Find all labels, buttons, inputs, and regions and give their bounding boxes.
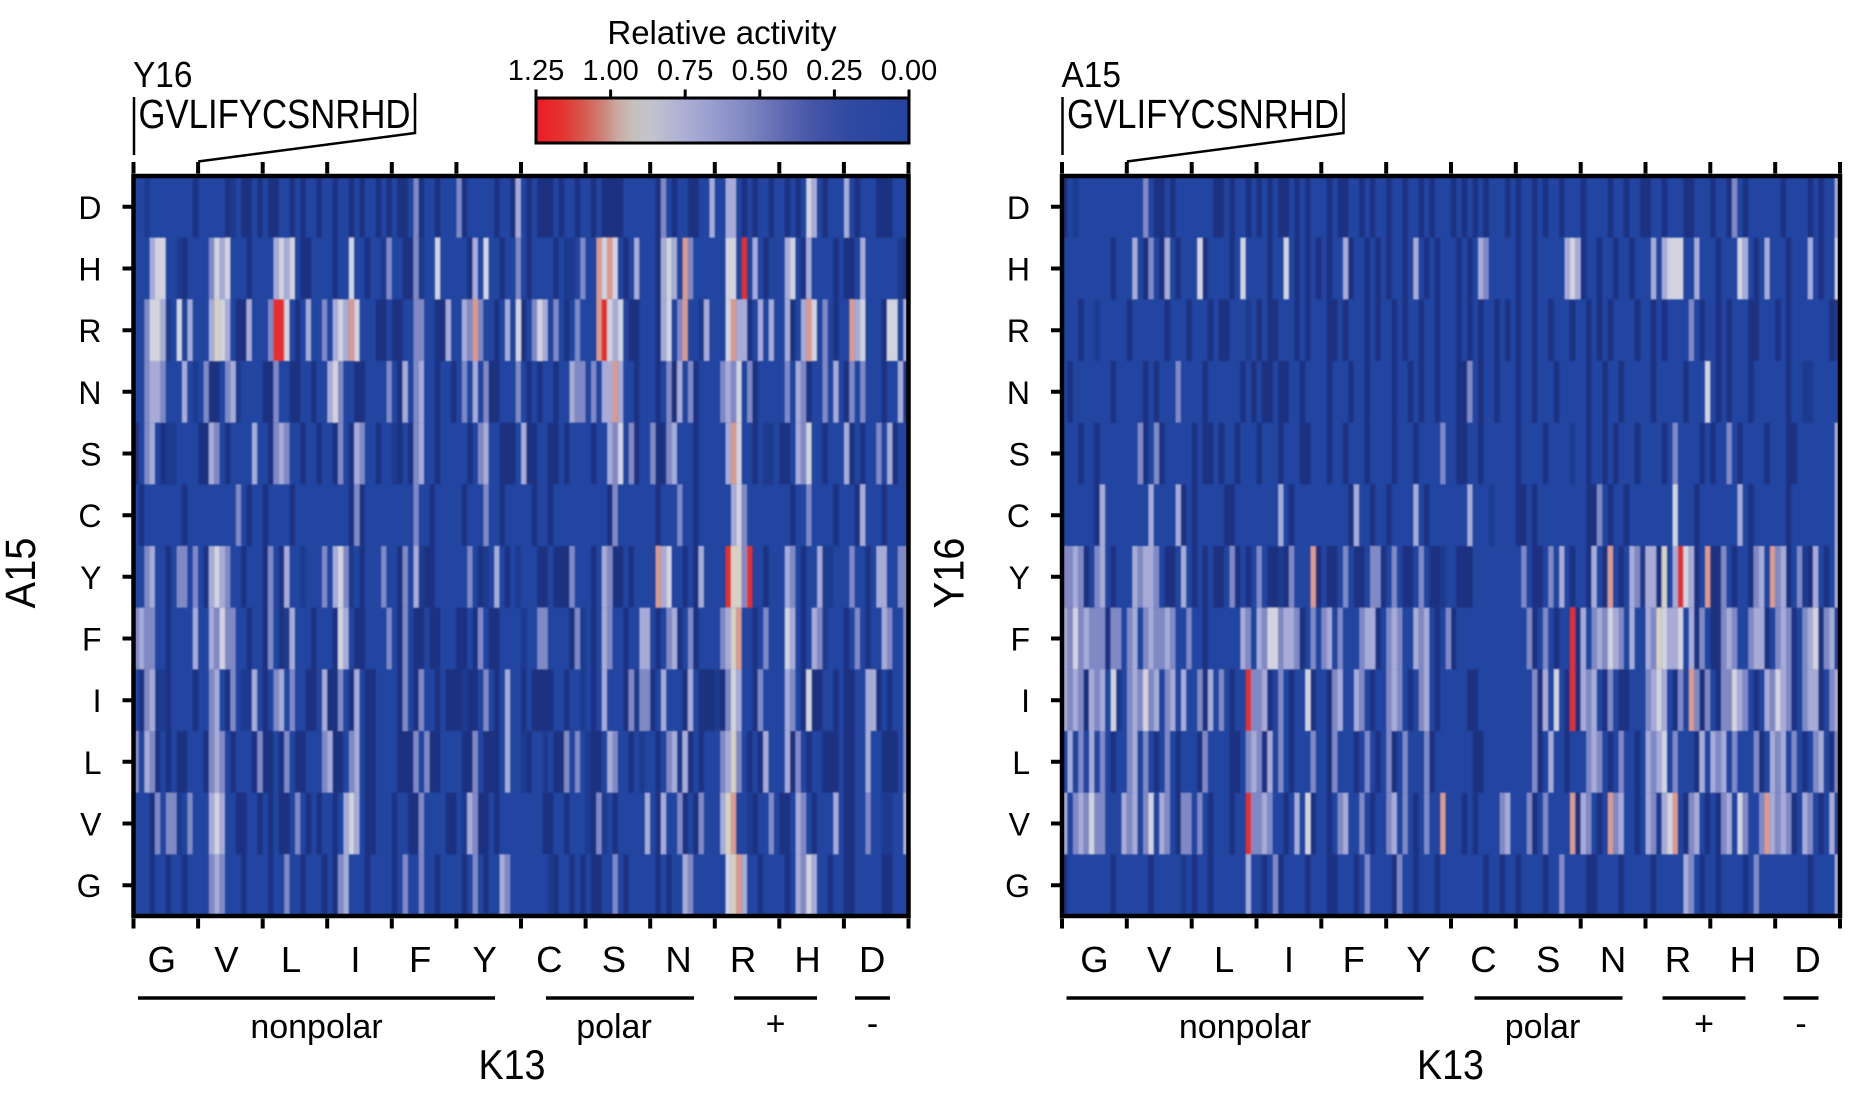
svg-text:0.00: 0.00 — [881, 55, 937, 87]
svg-text:F: F — [1010, 622, 1030, 658]
svg-text:Y: Y — [80, 560, 101, 596]
svg-text:L: L — [84, 745, 102, 781]
svg-text:V: V — [1009, 807, 1031, 843]
svg-text:K13: K13 — [479, 1041, 546, 1088]
svg-text:V: V — [1147, 939, 1172, 980]
svg-text:S: S — [80, 437, 101, 473]
svg-text:-: - — [1795, 1005, 1806, 1043]
svg-text:I: I — [1021, 683, 1030, 719]
svg-text:GVLIFYCSNRHD: GVLIFYCSNRHD — [1067, 91, 1339, 137]
svg-text:F: F — [1343, 939, 1365, 980]
svg-text:H: H — [794, 939, 820, 980]
svg-text:G: G — [77, 868, 102, 904]
svg-text:D: D — [859, 939, 885, 980]
svg-text:G: G — [1005, 868, 1030, 904]
svg-text:GVLIFYCSNRHD: GVLIFYCSNRHD — [139, 91, 411, 137]
svg-text:nonpolar: nonpolar — [250, 1008, 382, 1046]
svg-text:S: S — [1009, 437, 1030, 473]
svg-text:V: V — [80, 807, 102, 843]
svg-text:C: C — [1007, 498, 1030, 534]
svg-text:Relative activity: Relative activity — [607, 14, 837, 51]
svg-text:1.25: 1.25 — [508, 55, 564, 87]
svg-text:N: N — [665, 939, 691, 980]
svg-text:C: C — [1470, 939, 1496, 980]
svg-text:Y: Y — [473, 939, 497, 980]
svg-text:R: R — [1007, 313, 1030, 349]
svg-text:polar: polar — [1505, 1008, 1581, 1046]
svg-text:I: I — [350, 939, 360, 980]
svg-text:N: N — [78, 375, 101, 411]
svg-text:C: C — [78, 498, 101, 534]
svg-text:L: L — [1214, 939, 1234, 980]
svg-text:1.00: 1.00 — [582, 55, 638, 87]
svg-text:Y: Y — [1406, 939, 1430, 980]
svg-text:H: H — [1007, 252, 1030, 288]
svg-text:Y: Y — [1009, 560, 1030, 596]
svg-text:polar: polar — [576, 1008, 652, 1046]
svg-text:R: R — [78, 313, 101, 349]
svg-text:G: G — [148, 939, 176, 980]
svg-text:A15: A15 — [0, 538, 45, 609]
svg-text:S: S — [602, 939, 626, 980]
svg-text:V: V — [214, 939, 239, 980]
svg-text:F: F — [409, 939, 431, 980]
svg-text:0.25: 0.25 — [806, 55, 862, 87]
svg-text:S: S — [1536, 939, 1560, 980]
svg-text:+: + — [1694, 1005, 1714, 1043]
svg-text:H: H — [78, 252, 101, 288]
svg-text:+: + — [766, 1005, 786, 1043]
svg-text:H: H — [1730, 939, 1756, 980]
svg-text:0.50: 0.50 — [732, 55, 788, 87]
svg-text:D: D — [1007, 190, 1030, 226]
svg-text:D: D — [78, 190, 101, 226]
svg-text:-: - — [867, 1005, 878, 1043]
svg-text:I: I — [93, 683, 102, 719]
svg-text:D: D — [1794, 939, 1820, 980]
svg-text:A15: A15 — [1062, 54, 1122, 95]
svg-text:nonpolar: nonpolar — [1179, 1008, 1311, 1046]
svg-text:N: N — [1600, 939, 1626, 980]
svg-text:Y16: Y16 — [133, 54, 193, 95]
svg-text:L: L — [1012, 745, 1030, 781]
svg-text:G: G — [1080, 939, 1108, 980]
svg-text:0.75: 0.75 — [657, 55, 713, 87]
svg-text:R: R — [730, 939, 756, 980]
svg-text:C: C — [536, 939, 562, 980]
svg-text:L: L — [281, 939, 301, 980]
svg-text:K13: K13 — [1417, 1041, 1484, 1088]
svg-text:F: F — [82, 622, 102, 658]
svg-text:Y16: Y16 — [926, 538, 974, 609]
svg-text:I: I — [1284, 939, 1294, 980]
svg-text:R: R — [1665, 939, 1691, 980]
svg-text:N: N — [1007, 375, 1030, 411]
